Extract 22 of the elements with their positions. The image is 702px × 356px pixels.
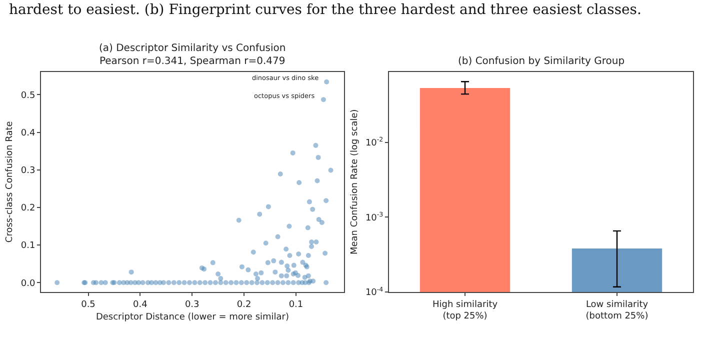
y-tick-label: 10$^{-2}$ bbox=[365, 136, 384, 148]
text: hardest to easiest. (b) Fingerprint curves for the three hardest and three easiest classes. bbox=[9, 2, 642, 18]
y-axis-title: Mean Confusion Rate (log scale) bbox=[350, 109, 360, 255]
chart-title: (b) Confusion by Similarity Group bbox=[458, 56, 625, 67]
y-axis-title: Cross-class Confusion Rate bbox=[5, 120, 16, 243]
x-tick-label: 0.2 bbox=[236, 300, 252, 310]
y-tick-label: 0.1 bbox=[20, 241, 36, 252]
y-tick-label: 0.3 bbox=[20, 166, 36, 176]
x-axis-title: Descriptor Distance (lower = more similar) bbox=[96, 312, 290, 323]
x-tick-label: 0.4 bbox=[133, 300, 148, 310]
x-tick-label: 0.5 bbox=[81, 300, 96, 310]
x-tick-label: 0.3 bbox=[184, 300, 200, 310]
y-tick-label: 0.4 bbox=[20, 128, 36, 138]
x-tick-label: 0.1 bbox=[288, 300, 304, 310]
y-tick-label: 0.5 bbox=[20, 90, 36, 101]
y-tick-label: 0.0 bbox=[20, 278, 36, 289]
x-tick-label: High similarity (top 25%) bbox=[432, 300, 498, 322]
y-tick-label: 10$^{-3}$ bbox=[365, 212, 384, 224]
y-tick-label: 10$^{-4}$ bbox=[365, 286, 384, 298]
y-tick-label: 0.2 bbox=[20, 204, 36, 214]
x-tick-label: Low similarity (bottom 25%) bbox=[586, 300, 649, 322]
chart-title: (a) Descriptor Similarity vs Confusion Pearson r=0.341, Spearman r=0.479 bbox=[99, 43, 286, 67]
